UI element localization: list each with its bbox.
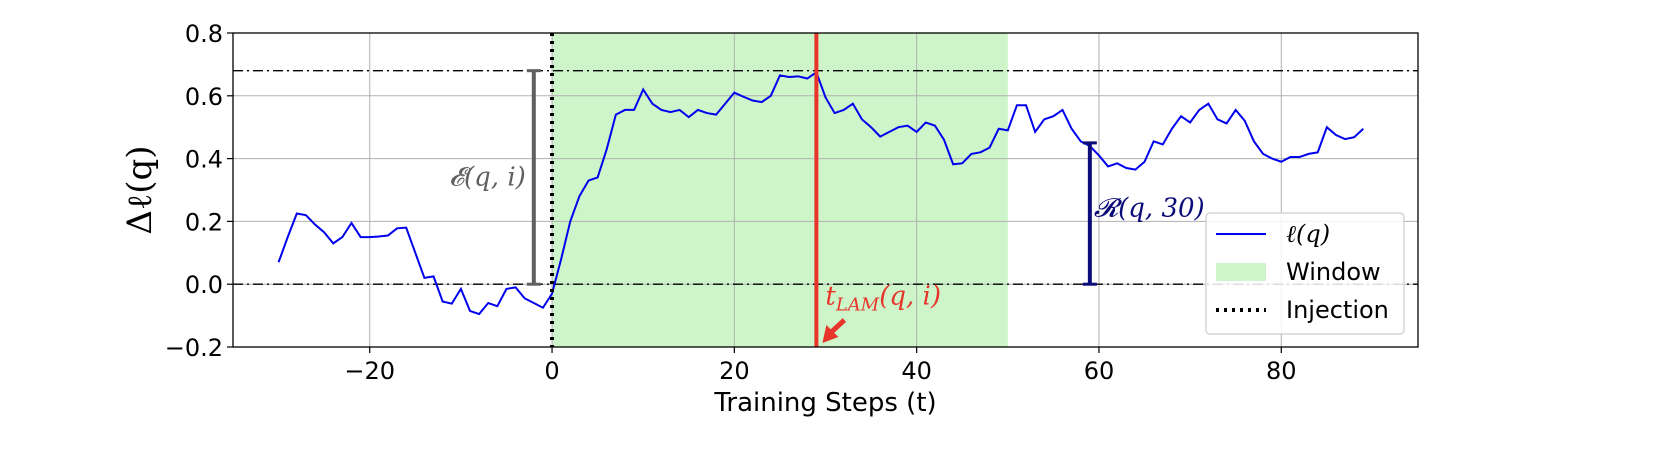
y-ticks: −0.2 0.0 0.2 0.4 0.6 0.8 [165,20,233,362]
window-shading [552,33,1008,347]
legend-entry-window: Window [1286,258,1381,286]
y-tick-label: 0.4 [185,146,223,174]
y-tick-label: 0.8 [185,20,223,48]
x-tick-label: 80 [1266,357,1297,385]
y-axis-title: Δℓ(q) [120,145,160,234]
effect-label: 𝓔(q, i) [449,162,526,192]
series-line-l-q [277,70,1364,316]
x-axis-title: Training Steps (t) [713,388,936,418]
x-tick-label: −20 [344,357,395,385]
retention-label: 𝓡(q, 30) [1094,194,1205,224]
y-tick-label: 0.2 [185,208,223,236]
y-tick-label: 0.0 [185,271,223,299]
x-tick-label: 40 [901,357,932,385]
t-lam-arrow-icon [822,318,847,343]
effect-bar [526,69,541,286]
legend-entry-injection: Injection [1286,296,1389,324]
y-tick-label: 0.6 [185,83,223,111]
x-ticks: −20 0 20 40 60 80 [344,347,1297,385]
retention-bar [1082,141,1097,286]
legend: ℓ(q) Window Injection [1205,212,1405,335]
legend-window-swatch [1216,263,1266,281]
x-tick-label: 60 [1084,357,1115,385]
arrow-head [822,325,839,343]
x-tick-label: 0 [544,357,559,385]
arrow-shaft [829,318,847,334]
x-tick-label: 20 [719,357,750,385]
t-lam-label: tLAM(q, i) [825,282,941,316]
legend-box [1205,212,1405,335]
y-tick-label: −0.2 [165,334,223,362]
legend-entry-series: ℓ(q) [1286,220,1330,248]
axes-frame [232,32,1419,348]
